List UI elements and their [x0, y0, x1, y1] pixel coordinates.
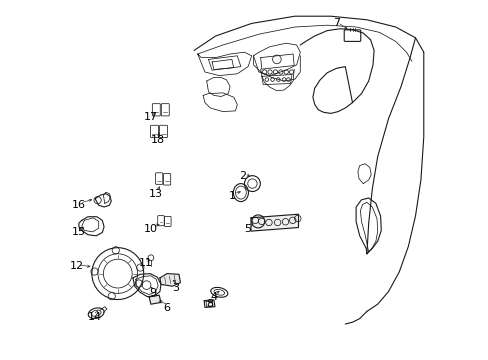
- Text: 18: 18: [151, 135, 165, 145]
- Text: 2: 2: [239, 171, 246, 181]
- Text: 4: 4: [210, 292, 217, 302]
- Text: 14: 14: [88, 312, 102, 322]
- Text: 9: 9: [149, 288, 156, 298]
- Text: 16: 16: [72, 200, 86, 210]
- Text: 1: 1: [228, 191, 235, 201]
- Text: 8: 8: [206, 299, 213, 309]
- Text: 13: 13: [149, 189, 163, 199]
- Text: 12: 12: [70, 261, 84, 271]
- Polygon shape: [250, 214, 298, 231]
- Text: 17: 17: [143, 112, 158, 122]
- Text: 15: 15: [72, 227, 86, 237]
- Text: 7: 7: [332, 18, 339, 28]
- Text: 3: 3: [172, 283, 179, 293]
- Polygon shape: [160, 274, 180, 286]
- Text: 10: 10: [143, 224, 158, 234]
- Polygon shape: [149, 295, 161, 304]
- Text: 6: 6: [163, 303, 170, 313]
- Text: 11: 11: [138, 258, 152, 268]
- Text: 5: 5: [244, 224, 251, 234]
